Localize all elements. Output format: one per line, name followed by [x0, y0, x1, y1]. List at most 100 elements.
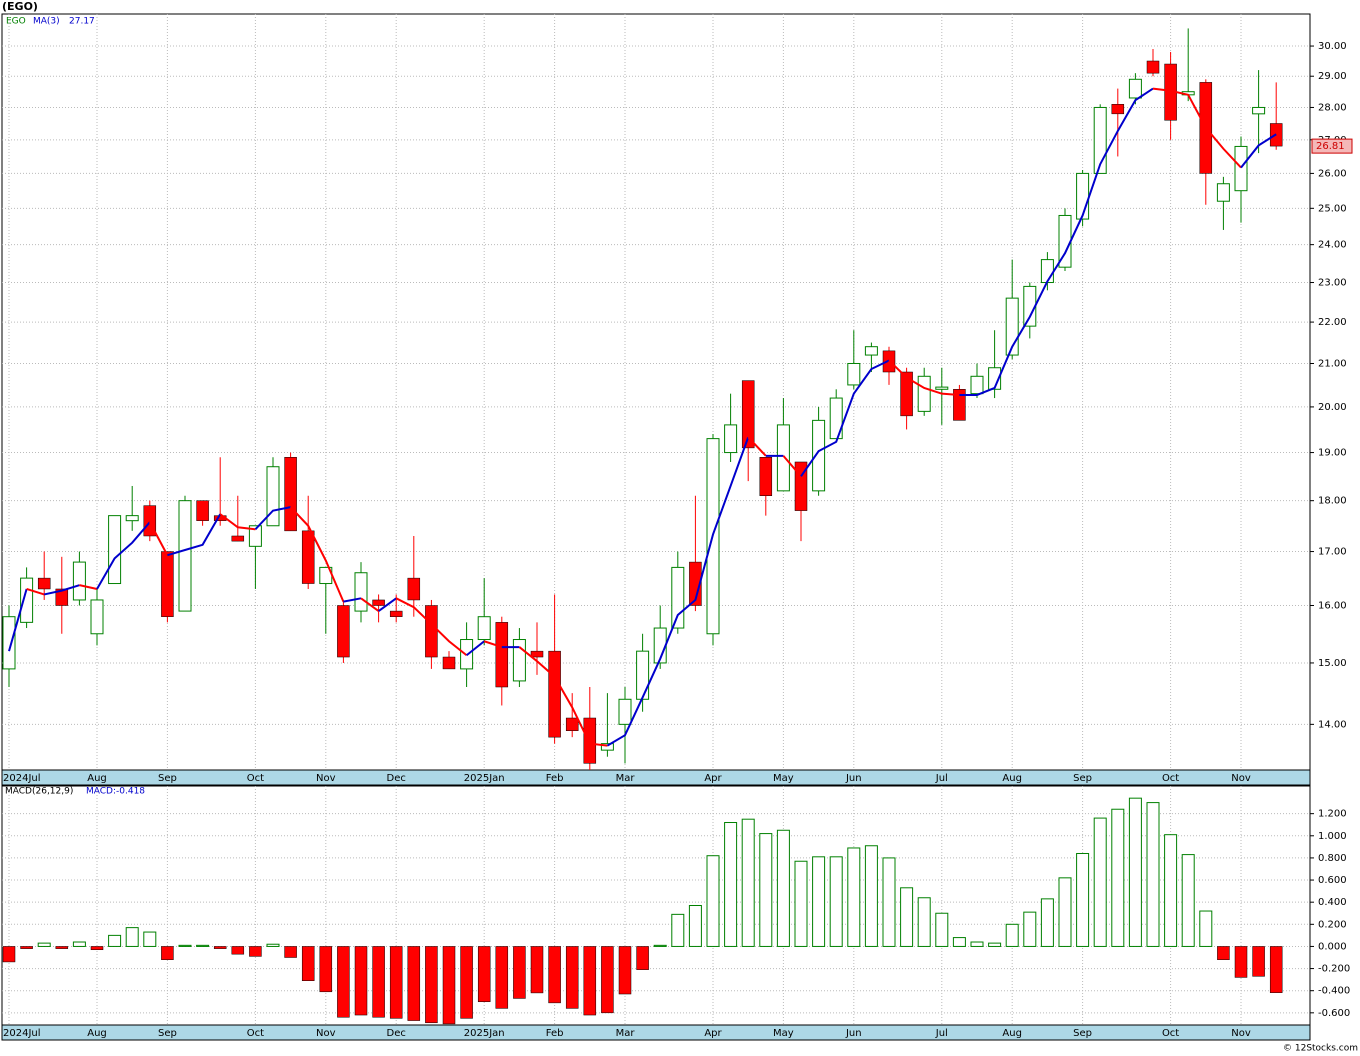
macd-bar [161, 946, 174, 960]
macd-bar [636, 946, 649, 970]
candle-body [900, 371, 913, 417]
macd-bar [20, 946, 33, 949]
macd-bar [1199, 910, 1213, 947]
x-tick-label: Aug [1002, 1028, 1022, 1039]
ma-line [465, 640, 485, 657]
macd-bar [1058, 877, 1072, 947]
ma-line [360, 597, 380, 612]
macd-bar [1269, 946, 1283, 993]
macd-bar [319, 946, 333, 993]
y-tick-label: 16.00 [1318, 601, 1347, 612]
x-tick-label: Oct [1162, 1028, 1179, 1039]
ma-line [1240, 133, 1277, 169]
x-tick-label: Sep [158, 773, 177, 784]
macd-bar [1128, 797, 1142, 947]
macd-bar [618, 946, 632, 995]
candle-body [1076, 172, 1090, 220]
macd-bar [1252, 946, 1265, 977]
macd-bar [935, 912, 949, 947]
macd-bar [231, 946, 245, 955]
y-tick-label: 0.800 [1318, 853, 1347, 864]
macd-bar [530, 946, 544, 994]
x-tick-label: Feb [546, 773, 564, 784]
candle-body [530, 650, 544, 658]
macd-bar [653, 944, 667, 947]
x-tick-label: Nov [316, 773, 336, 784]
y-tick-label: 17.00 [1318, 547, 1347, 558]
candle-body [72, 561, 86, 601]
macd-bar [952, 937, 966, 947]
macd-bar [847, 847, 861, 947]
candle-body [477, 616, 491, 641]
macd-title: MACD(26,12,9) [5, 787, 73, 797]
candle-body [618, 698, 632, 725]
candle-body [125, 515, 139, 522]
macd-bar [425, 946, 438, 1024]
candle-body [829, 397, 843, 440]
x-tick-label: Oct [247, 773, 264, 784]
macd-bar [143, 931, 157, 947]
macd-bar [284, 946, 297, 958]
macd-bar [55, 946, 69, 949]
candle-body [917, 375, 931, 412]
candle-body [196, 500, 209, 521]
candle-body [161, 551, 174, 617]
macd-bar [776, 829, 790, 947]
macd-bar [2, 946, 16, 963]
x-tick-label: Aug [1002, 773, 1022, 784]
candle-body [354, 572, 368, 612]
candle-body [953, 389, 966, 421]
candle-body [389, 610, 403, 617]
macd-bar [513, 946, 526, 999]
x-tick-label: Nov [1231, 1028, 1251, 1039]
macd-bar [213, 946, 227, 949]
macd-bar [1234, 946, 1248, 978]
macd-bar [460, 946, 473, 1019]
macd-bar [477, 946, 491, 1003]
candle-body [512, 639, 526, 682]
x-tick-label: Jul [935, 773, 948, 784]
macd-bar [900, 887, 914, 947]
date-strip [1, 1024, 1311, 1041]
candle-body [37, 577, 51, 590]
macd-bar [1111, 808, 1125, 947]
x-tick-label: Oct [1162, 773, 1179, 784]
macd-bar [812, 856, 826, 947]
x-tick-label: Nov [1231, 773, 1251, 784]
candle-body [1111, 104, 1125, 115]
candle-body [301, 530, 315, 584]
y-tick-label: 0.400 [1318, 897, 1347, 908]
candle-body [284, 457, 297, 532]
ma-line [254, 506, 291, 531]
macd-bar [988, 942, 1002, 947]
candle-body [776, 424, 790, 492]
candle-body [337, 605, 350, 658]
macd-bar [354, 946, 368, 1016]
macd-bar [1023, 911, 1037, 947]
x-tick-label: Apr [704, 773, 722, 784]
macd-bar [90, 946, 104, 951]
x-tick-label: 2024Jul [3, 1028, 41, 1039]
candle-body [847, 362, 861, 386]
macd-bar [1217, 946, 1230, 960]
macd-bar [583, 946, 597, 1016]
macd-bar [706, 855, 720, 947]
y-tick-label: 19.00 [1318, 448, 1347, 459]
macd-bar [724, 822, 738, 947]
ma-line [395, 597, 468, 657]
ma-line [782, 455, 802, 477]
candle-body [759, 457, 773, 497]
credit: © 12Stocks.com [1283, 1044, 1358, 1054]
candle-body [548, 650, 561, 738]
candle-body [178, 500, 192, 612]
macd-bar [1040, 898, 1054, 947]
ma-line [1152, 87, 1242, 169]
x-tick-label: Jun [845, 1028, 862, 1039]
y-tick-label: 29.00 [1318, 71, 1347, 82]
macd-bar [741, 818, 755, 947]
candle-body [988, 367, 1002, 390]
macd-bar [759, 833, 773, 947]
ma-line [43, 584, 80, 596]
ma-line [219, 513, 256, 531]
x-tick-label: Aug [87, 1028, 107, 1039]
